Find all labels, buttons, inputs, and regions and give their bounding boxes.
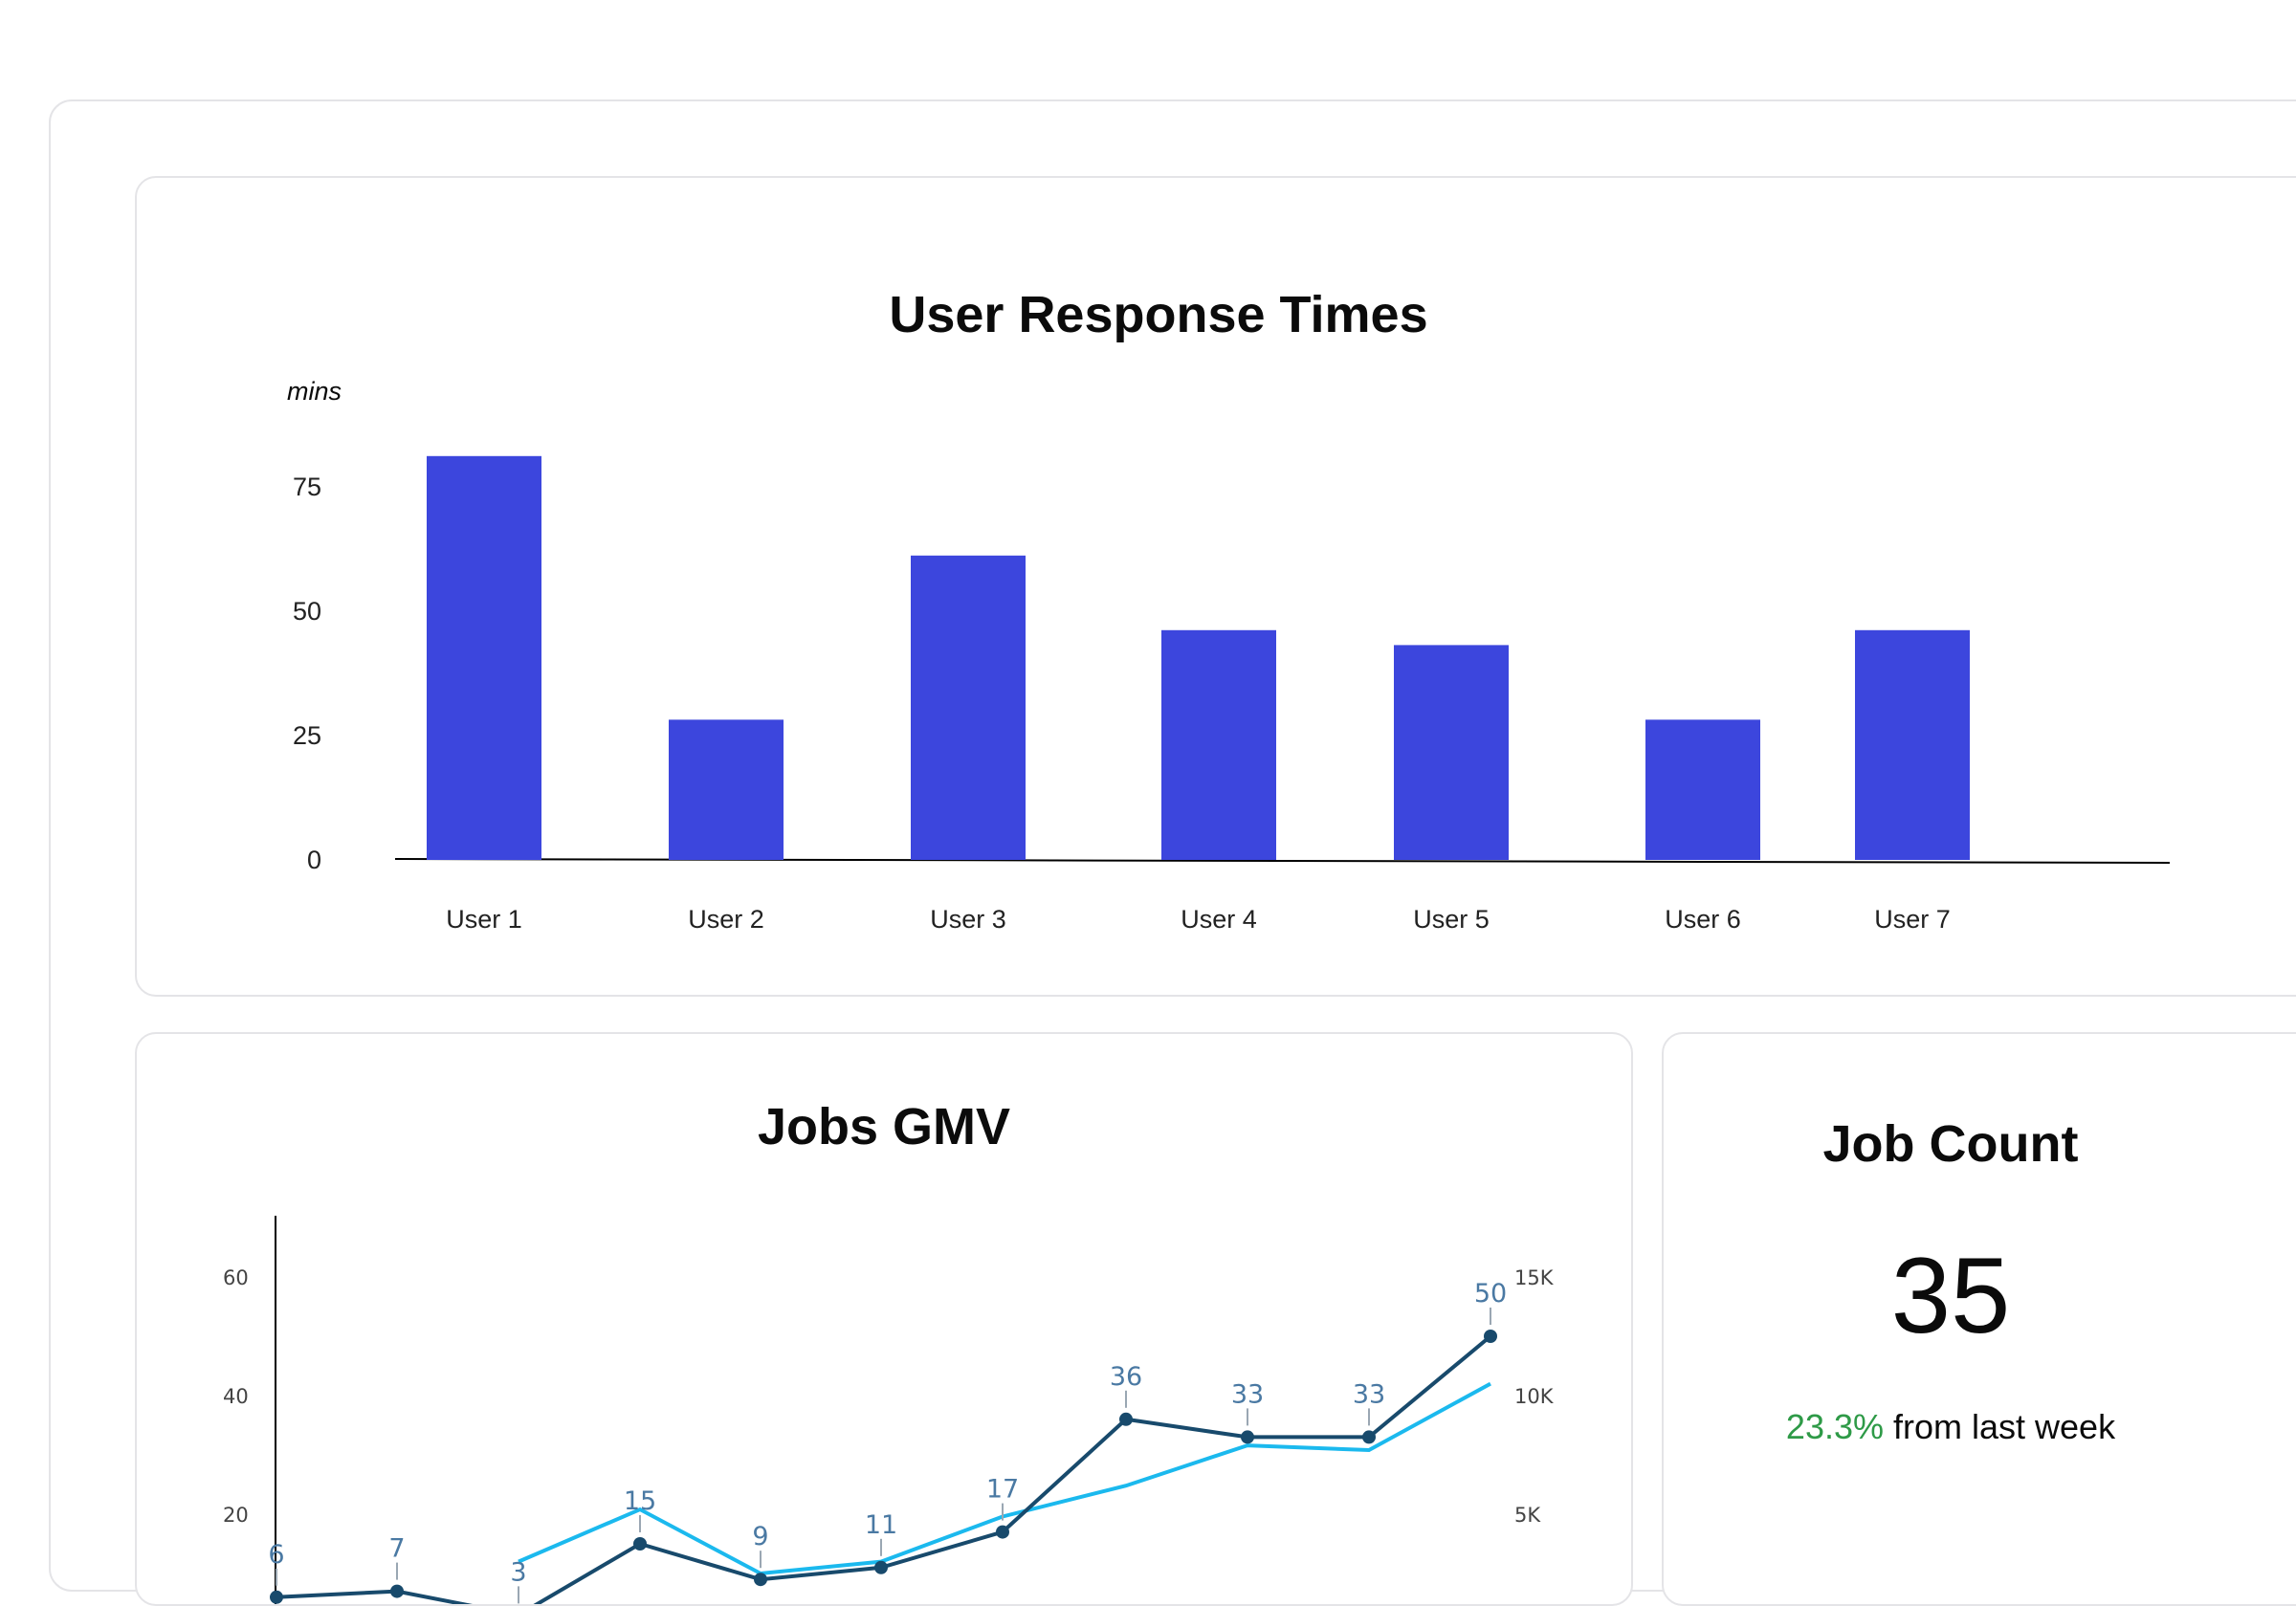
line-chart: 20 40 60 5K 10K 15K 6 7 3 15 9 11 17 36 33 33 50 xyxy=(223,1216,1555,1604)
bar xyxy=(911,555,1026,860)
right-y-tick-label: 5K xyxy=(1514,1504,1541,1527)
data-label: 17 xyxy=(986,1475,1019,1505)
left-y-tick-label: 20 xyxy=(223,1504,249,1527)
y-tick-label: 25 xyxy=(293,721,321,750)
data-label: 11 xyxy=(865,1510,897,1540)
x-tick-label: User 5 xyxy=(1413,905,1490,934)
y-tick-label: 75 xyxy=(293,473,321,501)
bar xyxy=(669,719,784,860)
bar xyxy=(427,455,541,860)
data-label: 15 xyxy=(624,1486,656,1516)
data-point xyxy=(996,1525,1009,1539)
x-tick-label: User 3 xyxy=(930,905,1006,934)
job-count-title: Job Count xyxy=(1822,1115,2079,1173)
data-label: 6 xyxy=(268,1540,284,1570)
left-y-tick-label: 40 xyxy=(223,1385,249,1408)
data-point xyxy=(270,1590,283,1604)
data-label: 9 xyxy=(752,1522,768,1551)
data-point xyxy=(1362,1430,1376,1444)
right-y-tick-label: 10K xyxy=(1514,1385,1555,1408)
job-count-change-percent: 23.3% xyxy=(1785,1407,1884,1446)
response-times-card: User Response Times mins 0 25 50 75 User 1 Us… xyxy=(135,176,2296,997)
job-count-change-row: 23.3% from last week xyxy=(1606,1407,2295,1447)
response-times-title: User Response Times xyxy=(889,286,1428,343)
data-point xyxy=(390,1584,404,1598)
y-axis-unit-label: mins xyxy=(287,377,342,406)
bar-chart: 0 25 50 75 User 1 User 2 User 3 User 4 User 5 Use… xyxy=(293,455,2171,934)
data-label: 7 xyxy=(388,1534,405,1564)
data-point xyxy=(1119,1412,1133,1426)
jobs-gmv-title: Jobs GMV xyxy=(757,1098,1011,1155)
x-tick-label: User 2 xyxy=(688,905,764,934)
bar xyxy=(1161,629,1276,860)
x-tick-label: User 1 xyxy=(446,905,522,934)
data-point xyxy=(1484,1330,1497,1343)
x-tick-label: User 7 xyxy=(1874,905,1951,934)
y-tick-label: 0 xyxy=(307,846,321,874)
x-tick-label: User 4 xyxy=(1181,905,1257,934)
data-label: 3 xyxy=(510,1557,526,1587)
data-label: 50 xyxy=(1474,1279,1507,1309)
x-tick-label: User 6 xyxy=(1665,905,1741,934)
left-y-tick-label: 60 xyxy=(223,1266,249,1289)
job-count-change-text: from last week xyxy=(1884,1407,2116,1446)
jobs-gmv-card: Jobs GMV 20 40 60 5K 10K 15K 6 7 3 15 9 11 17 36 33 33 5… xyxy=(135,1032,1633,1606)
bar xyxy=(1394,645,1509,860)
data-label: 36 xyxy=(1110,1362,1142,1392)
job-count-value: 35 xyxy=(1890,1236,2011,1355)
y-tick-label: 50 xyxy=(293,597,321,626)
data-point xyxy=(874,1560,888,1574)
data-point xyxy=(754,1573,767,1587)
data-point xyxy=(633,1537,647,1551)
job-count-card: Job Count 35 23.3% from last week xyxy=(1662,1032,2296,1606)
data-point xyxy=(1241,1430,1254,1444)
bar xyxy=(1645,719,1760,860)
right-y-tick-label: 15K xyxy=(1514,1266,1555,1289)
data-label: 33 xyxy=(1231,1379,1264,1409)
bar xyxy=(1855,629,1970,860)
data-label: 33 xyxy=(1353,1379,1385,1409)
